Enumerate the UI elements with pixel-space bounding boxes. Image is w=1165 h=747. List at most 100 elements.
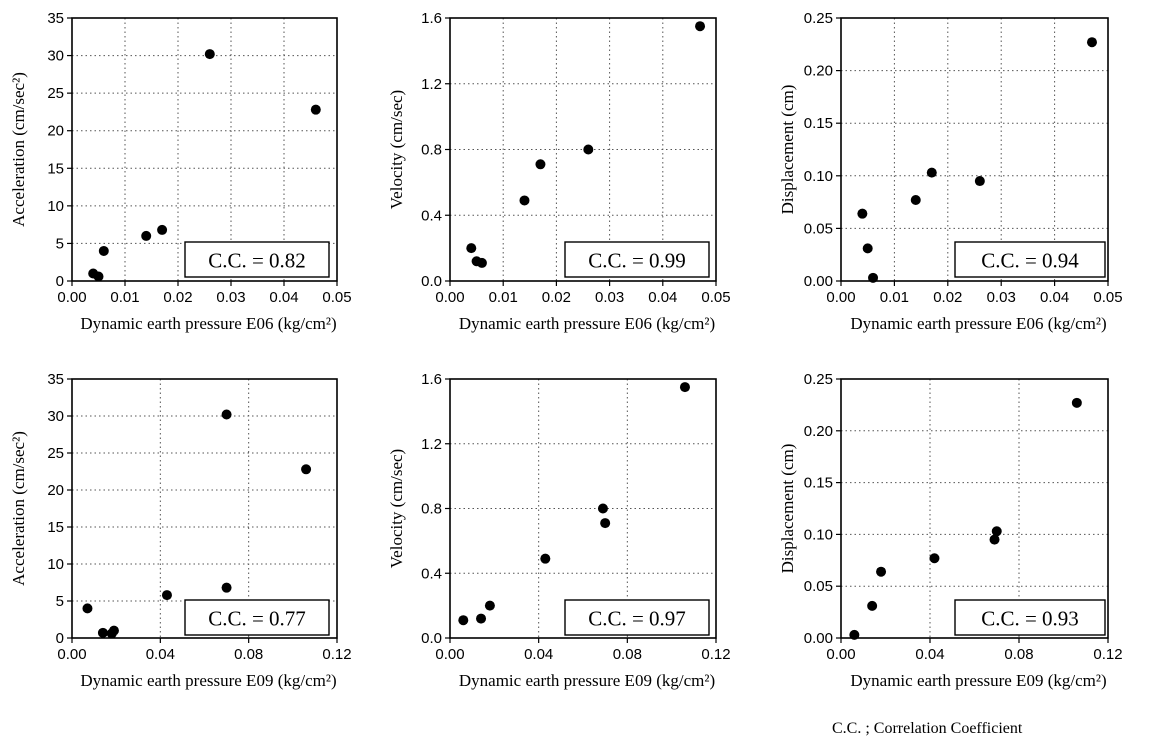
scatter-plot-1: 0.00 0.01 0.02 0.03 0.04 0.05 0 5 10 15 20 25 30 35 C.…	[9, 10, 352, 333]
data-point	[519, 195, 530, 206]
data-point	[82, 603, 93, 614]
x-tick-label: 0.04	[648, 289, 677, 306]
y-tick-label: 5	[56, 593, 64, 610]
data-point	[476, 613, 487, 624]
data-point	[929, 553, 940, 564]
x-tick-label: 0.12	[701, 646, 730, 663]
cc-annotation: C.C. = 0.94	[981, 249, 1079, 273]
cc-box	[954, 241, 1106, 278]
y-tick-label: 20	[47, 123, 64, 140]
data-point	[910, 194, 921, 205]
data-point	[310, 104, 321, 115]
y-tick-label: 0.15	[804, 115, 833, 132]
y-tick-label: 0.4	[421, 207, 442, 224]
y-tick-label: 0.8	[421, 501, 442, 518]
x-tick-label: 0.03	[595, 289, 624, 306]
y-tick-label: 1.6	[421, 10, 442, 27]
y-axis-label: Velocity (cm/sec)	[387, 449, 406, 568]
y-tick-label: 35	[47, 10, 64, 27]
x-tick-label: 0.02	[542, 289, 571, 306]
data-point	[221, 582, 232, 593]
y-tick-label: 0.8	[421, 142, 442, 159]
x-tick-label: 0.00	[435, 289, 464, 306]
y-axis-label: Displacement (cm)	[778, 85, 797, 215]
y-axis-label: Displacement (cm)	[778, 444, 797, 574]
y-tick-label: 0.10	[804, 168, 833, 185]
data-point	[679, 382, 690, 393]
y-tick-label: 25	[47, 445, 64, 462]
x-tick-label: 0.04	[269, 289, 298, 306]
data-point	[466, 243, 477, 254]
x-tick-label: 0.00	[826, 646, 855, 663]
y-tick-label: 1.2	[421, 436, 442, 453]
data-point	[876, 566, 887, 577]
y-tick-label: 0.05	[804, 578, 833, 595]
x-tick-label: 0.01	[110, 289, 139, 306]
x-axis-label: Dynamic earth pressure E09 (kg/cm²)	[80, 671, 336, 690]
data-point	[535, 159, 546, 170]
plot-frame	[449, 378, 717, 639]
y-tick-label: 0	[56, 630, 64, 647]
y-tick-label: 0.20	[804, 63, 833, 80]
y-tick-label: 35	[47, 371, 64, 388]
y-tick-label: 25	[47, 85, 64, 102]
data-point	[867, 600, 878, 611]
x-tick-label: 0.04	[915, 646, 944, 663]
data-point	[600, 518, 611, 529]
y-tick-label: 0	[56, 273, 64, 290]
x-tick-label: 0.08	[234, 646, 263, 663]
x-tick-label: 0.01	[489, 289, 518, 306]
data-point	[108, 625, 119, 636]
cc-annotation: C.C. = 0.77	[208, 607, 306, 631]
data-point	[974, 176, 985, 187]
y-tick-label: 0.0	[421, 630, 442, 647]
data-point	[849, 629, 860, 640]
data-point	[857, 208, 868, 219]
x-tick-label: 0.04	[1040, 289, 1069, 306]
data-point	[141, 230, 152, 241]
footnote: C.C. ; Correlation Coefficient	[832, 720, 1023, 737]
x-tick-label: 0.08	[1004, 646, 1033, 663]
plot-frame	[449, 17, 717, 282]
data-point	[862, 243, 873, 254]
x-tick-label: 0.00	[57, 646, 86, 663]
x-tick-label: 0.04	[146, 646, 175, 663]
data-point	[161, 590, 172, 601]
x-tick-label: 0.02	[933, 289, 962, 306]
cc-annotation: C.C. = 0.93	[981, 607, 1079, 631]
y-tick-label: 5	[56, 235, 64, 252]
data-point	[204, 49, 215, 60]
y-tick-label: 1.2	[421, 76, 442, 93]
data-point	[868, 272, 879, 283]
y-tick-label: 0.05	[804, 220, 833, 237]
x-tick-label: 0.03	[987, 289, 1016, 306]
cc-box	[954, 599, 1106, 636]
cc-box	[184, 241, 330, 278]
x-axis-label: Dynamic earth pressure E09 (kg/cm²)	[850, 671, 1106, 690]
y-tick-label: 15	[47, 519, 64, 536]
plot-frame	[71, 17, 338, 282]
plot-frame	[71, 378, 338, 639]
x-tick-label: 0.08	[613, 646, 642, 663]
data-point	[458, 615, 469, 626]
y-tick-label: 0.00	[804, 273, 833, 290]
y-tick-label: 10	[47, 198, 64, 215]
cc-annotation: C.C. = 0.97	[588, 607, 686, 631]
y-tick-label: 0.25	[804, 10, 833, 27]
scatter-plot-4: 0.00 0.04 0.08 0.12 0 5 10 15 20 25 30 35 C.C. = 0.7…	[9, 371, 352, 690]
x-tick-label: 0.03	[216, 289, 245, 306]
data-point	[476, 257, 487, 268]
scatter-plot-2: 0.00 0.01 0.02 0.03 0.04 0.05 0.0 0.4 0.8 1.2 1.6 C…	[387, 10, 731, 333]
x-tick-label: 0.04	[524, 646, 553, 663]
y-tick-label: 20	[47, 482, 64, 499]
y-tick-label: 30	[47, 48, 64, 65]
x-axis-label: Dynamic earth pressure E06 (kg/cm²)	[459, 314, 715, 333]
x-tick-label: 0.00	[435, 646, 464, 663]
y-tick-label: 0.4	[421, 565, 442, 582]
cc-box	[564, 241, 710, 278]
x-tick-label: 0.00	[826, 289, 855, 306]
data-point	[484, 600, 495, 611]
x-axis-label: Dynamic earth pressure E06 (kg/cm²)	[80, 314, 336, 333]
x-tick-label: 0.12	[322, 646, 351, 663]
